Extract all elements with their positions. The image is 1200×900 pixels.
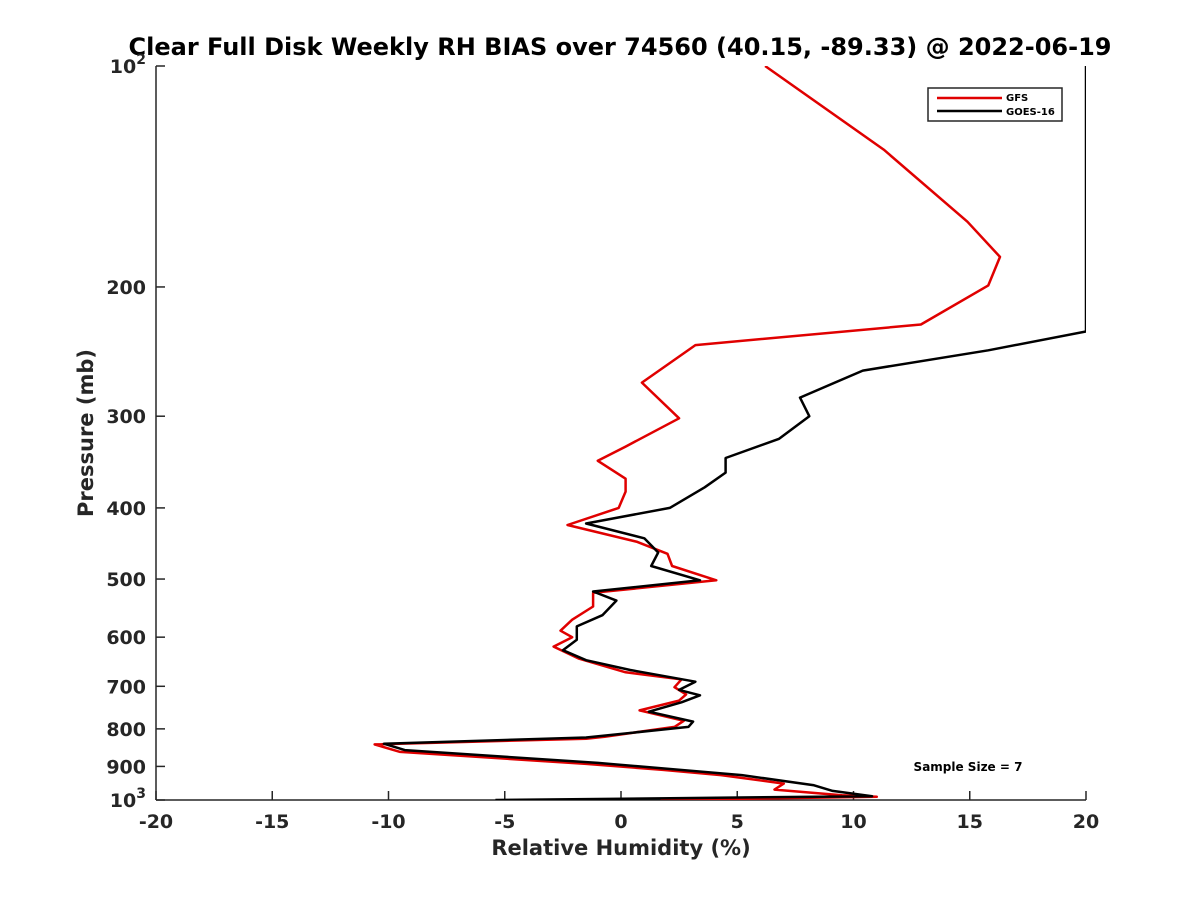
x-tick-label: -20 xyxy=(139,811,173,833)
chart-title: Clear Full Disk Weekly RH BIAS over 7456… xyxy=(129,33,1112,61)
series-line-gfs xyxy=(373,66,1002,800)
y-tick-label: 700 xyxy=(106,676,146,698)
x-tick-label: -5 xyxy=(494,811,515,833)
y-tick-label: 600 xyxy=(106,627,146,649)
legend: GFS GOES-16 xyxy=(927,87,1063,122)
x-axis-ticks: -20 -15 -10 -5 0 5 10 15 20 xyxy=(139,791,1099,833)
sample-size-annotation: Sample Size = 7 xyxy=(914,760,1023,774)
y-axis-label: Pressure (mb) xyxy=(74,349,98,517)
x-tick-label: 0 xyxy=(614,811,627,833)
legend-label-gfs: GFS xyxy=(1006,93,1028,104)
y-axis-ticks: 102 200 300 400 500 600 700 800 900 103 xyxy=(106,52,165,812)
y-tick-label: 300 xyxy=(106,406,146,428)
x-tick-label: 20 xyxy=(1073,811,1099,833)
legend-label-goes16: GOES-16 xyxy=(1006,107,1055,118)
x-axis-label: Relative Humidity (%) xyxy=(491,836,750,860)
x-tick-label: -15 xyxy=(255,811,289,833)
legend-box xyxy=(927,87,1063,122)
y-tick-label: 500 xyxy=(106,569,146,591)
y-tick-label: 102 xyxy=(110,52,146,78)
y-tick-label: 400 xyxy=(106,498,146,520)
x-tick-label: 10 xyxy=(840,811,866,833)
x-tick-label: 5 xyxy=(731,811,744,833)
y-tick-label: 200 xyxy=(106,277,146,299)
x-tick-label: -10 xyxy=(371,811,405,833)
y-tick-label: 900 xyxy=(106,756,146,778)
plot-area: -20 -15 -10 -5 0 5 10 15 20 102 200 300 400 500 600 70… xyxy=(106,52,1099,833)
series-lines xyxy=(373,66,1086,800)
x-tick-label: 15 xyxy=(957,811,983,833)
y-tick-label: 103 xyxy=(110,786,146,812)
y-tick-label: 800 xyxy=(106,719,146,741)
series-line-goes16 xyxy=(382,66,1086,800)
